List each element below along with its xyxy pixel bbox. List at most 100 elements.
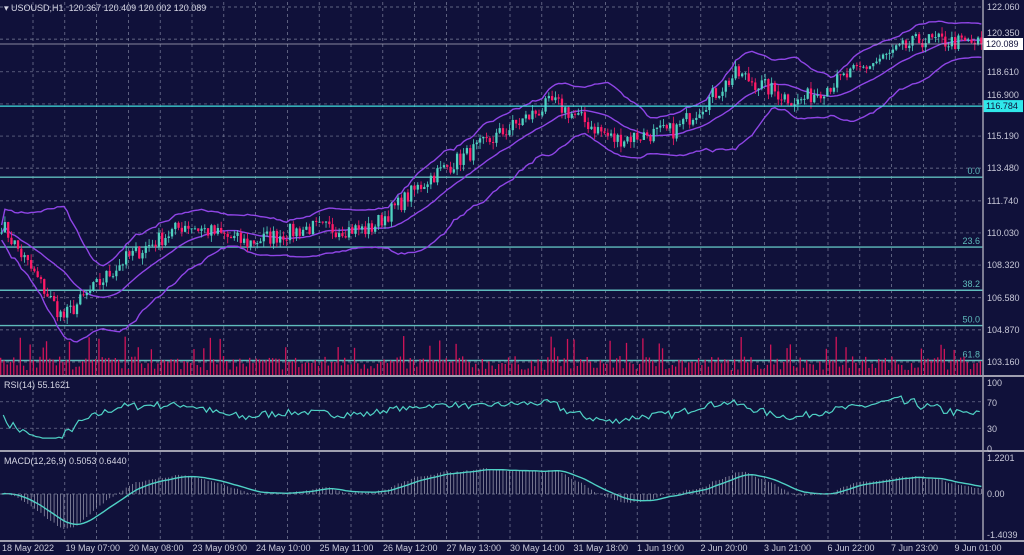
candle-body [20, 248, 23, 258]
fibonacci-level-label: 0.0 [967, 166, 980, 176]
candle-body [66, 306, 69, 318]
candle-body [531, 110, 534, 120]
candle-body [511, 120, 514, 131]
candle [341, 226, 344, 238]
candle [662, 118, 665, 129]
candle [980, 31, 983, 50]
candle [682, 117, 685, 130]
candle [364, 221, 367, 238]
candle [714, 87, 718, 101]
candle-body [691, 119, 695, 125]
candle [174, 221, 177, 235]
volume-bar [330, 361, 333, 375]
volume-bar [838, 366, 841, 375]
candle-body [190, 228, 193, 230]
volume-bar [543, 369, 546, 375]
candle-body [151, 244, 154, 246]
candle-body [364, 226, 367, 235]
candle [557, 94, 560, 105]
candle [858, 61, 862, 71]
volume-bar [117, 359, 120, 375]
candle-body [498, 128, 501, 133]
candle-body [200, 228, 203, 231]
volume-bar [917, 367, 919, 375]
candle-body [177, 222, 180, 228]
candle-body [711, 88, 714, 97]
volume-bar [848, 367, 850, 375]
candle [334, 226, 338, 239]
rsi-tick-label: 100 [987, 378, 1002, 388]
volume-bar [209, 337, 212, 375]
candle-body [56, 301, 59, 318]
candle [206, 227, 210, 239]
candle [459, 149, 462, 172]
candle-body [370, 223, 374, 232]
candle-body [455, 153, 459, 170]
volume-bar [927, 358, 929, 375]
candle [849, 67, 852, 78]
candle-body [462, 153, 465, 165]
candle [672, 116, 675, 146]
candle-body [685, 113, 688, 120]
volume-bar [891, 356, 893, 375]
volume-bar [39, 356, 41, 375]
volume-bar [878, 358, 880, 375]
candle-body [688, 113, 691, 125]
candle-body [537, 113, 541, 116]
volume-bar [894, 359, 896, 375]
time-axis-label: 25 May 11:00 [320, 543, 374, 553]
candle-body [944, 36, 947, 47]
volume-bar [101, 357, 103, 375]
volume-bar [186, 362, 189, 375]
candle [446, 164, 449, 170]
candle-body [449, 166, 452, 173]
candle-body [678, 124, 682, 126]
candle-body [439, 167, 442, 169]
volume-bar [347, 364, 349, 375]
candle-body [645, 132, 649, 136]
volume-bar [776, 358, 778, 375]
candle [577, 108, 580, 116]
volume-bar [216, 364, 218, 375]
candle [940, 27, 944, 43]
candle [744, 71, 747, 80]
volume-bar [920, 348, 923, 375]
volume-bar [193, 349, 195, 375]
volume-bar [147, 363, 149, 375]
time-axis-label: 20 May 08:00 [129, 543, 184, 553]
candle-body [881, 54, 885, 59]
candle [16, 240, 20, 252]
candle-body [616, 134, 619, 142]
volume-bar [425, 361, 428, 375]
candle [387, 210, 390, 223]
time-axis-label: 3 Jun 21:00 [764, 543, 811, 553]
candle [603, 128, 606, 135]
candle [491, 136, 495, 150]
candle-body [344, 236, 347, 238]
candle-body [931, 34, 934, 38]
candle [393, 201, 396, 210]
volume-bar [389, 360, 392, 375]
candle [282, 231, 285, 246]
volume-bar [806, 360, 808, 375]
candle-body [436, 168, 439, 183]
candle [632, 132, 636, 148]
candle-body [714, 88, 718, 98]
candle [410, 184, 413, 208]
volume-bar [976, 362, 978, 375]
candle-body [396, 197, 400, 206]
candle [786, 93, 790, 106]
candle-body [321, 221, 324, 223]
candle-body [613, 133, 616, 142]
chart-title: ▾ USOUSD,H1 120.367 120.409 120.002 120.… [4, 3, 207, 13]
volume-bar [658, 343, 660, 375]
volume-bar [914, 367, 916, 375]
volume-bar [150, 349, 153, 375]
candle [626, 135, 629, 144]
candle [521, 118, 524, 126]
volume-bar [360, 368, 362, 375]
volume-bar [504, 363, 506, 375]
candle [636, 129, 639, 140]
candle-body [377, 215, 380, 227]
